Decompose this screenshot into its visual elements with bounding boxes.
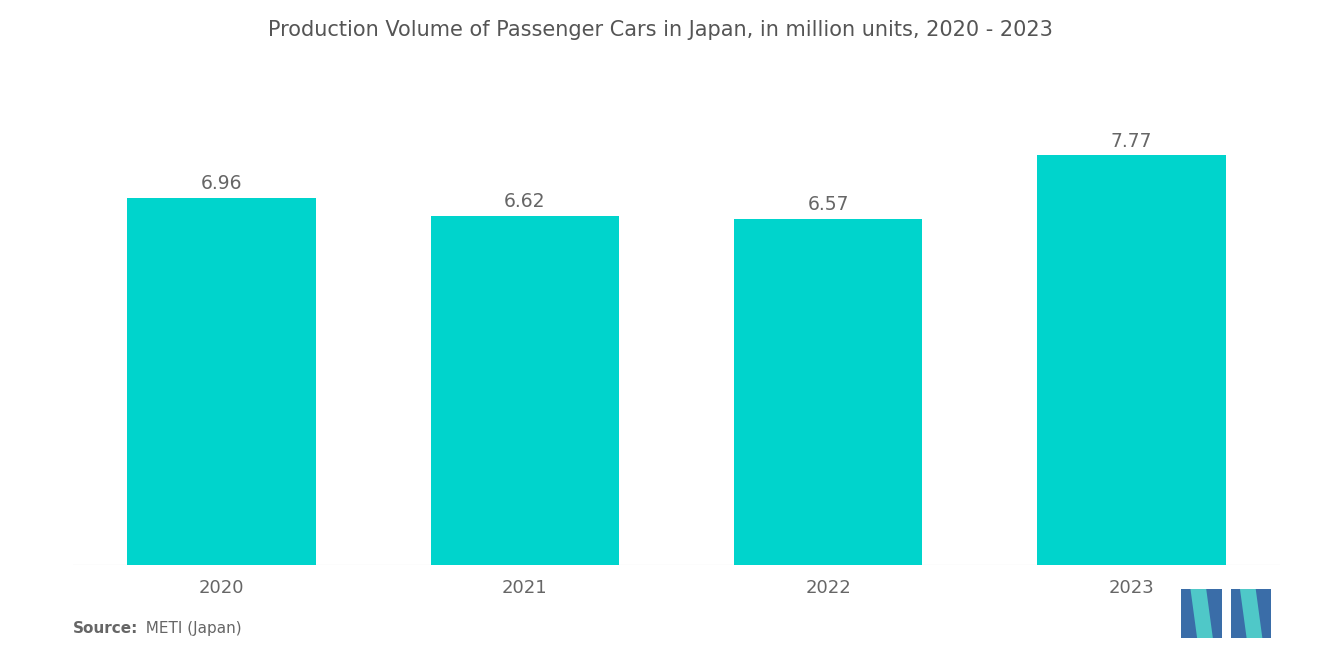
Bar xyxy=(1038,155,1225,565)
Text: 6.57: 6.57 xyxy=(808,195,849,214)
Text: 6.96: 6.96 xyxy=(201,174,243,194)
Text: Source:: Source: xyxy=(73,621,139,636)
Text: METI (Japan): METI (Japan) xyxy=(136,621,242,636)
Bar xyxy=(430,216,619,565)
Bar xyxy=(128,198,315,565)
Text: Production Volume of Passenger Cars in Japan, in million units, 2020 - 2023: Production Volume of Passenger Cars in J… xyxy=(268,20,1052,40)
Text: 7.77: 7.77 xyxy=(1110,132,1152,150)
Polygon shape xyxy=(1181,589,1222,638)
Polygon shape xyxy=(1232,589,1271,638)
Polygon shape xyxy=(1239,589,1262,638)
Polygon shape xyxy=(1191,589,1213,638)
Bar xyxy=(734,219,923,565)
Text: 6.62: 6.62 xyxy=(504,192,545,211)
